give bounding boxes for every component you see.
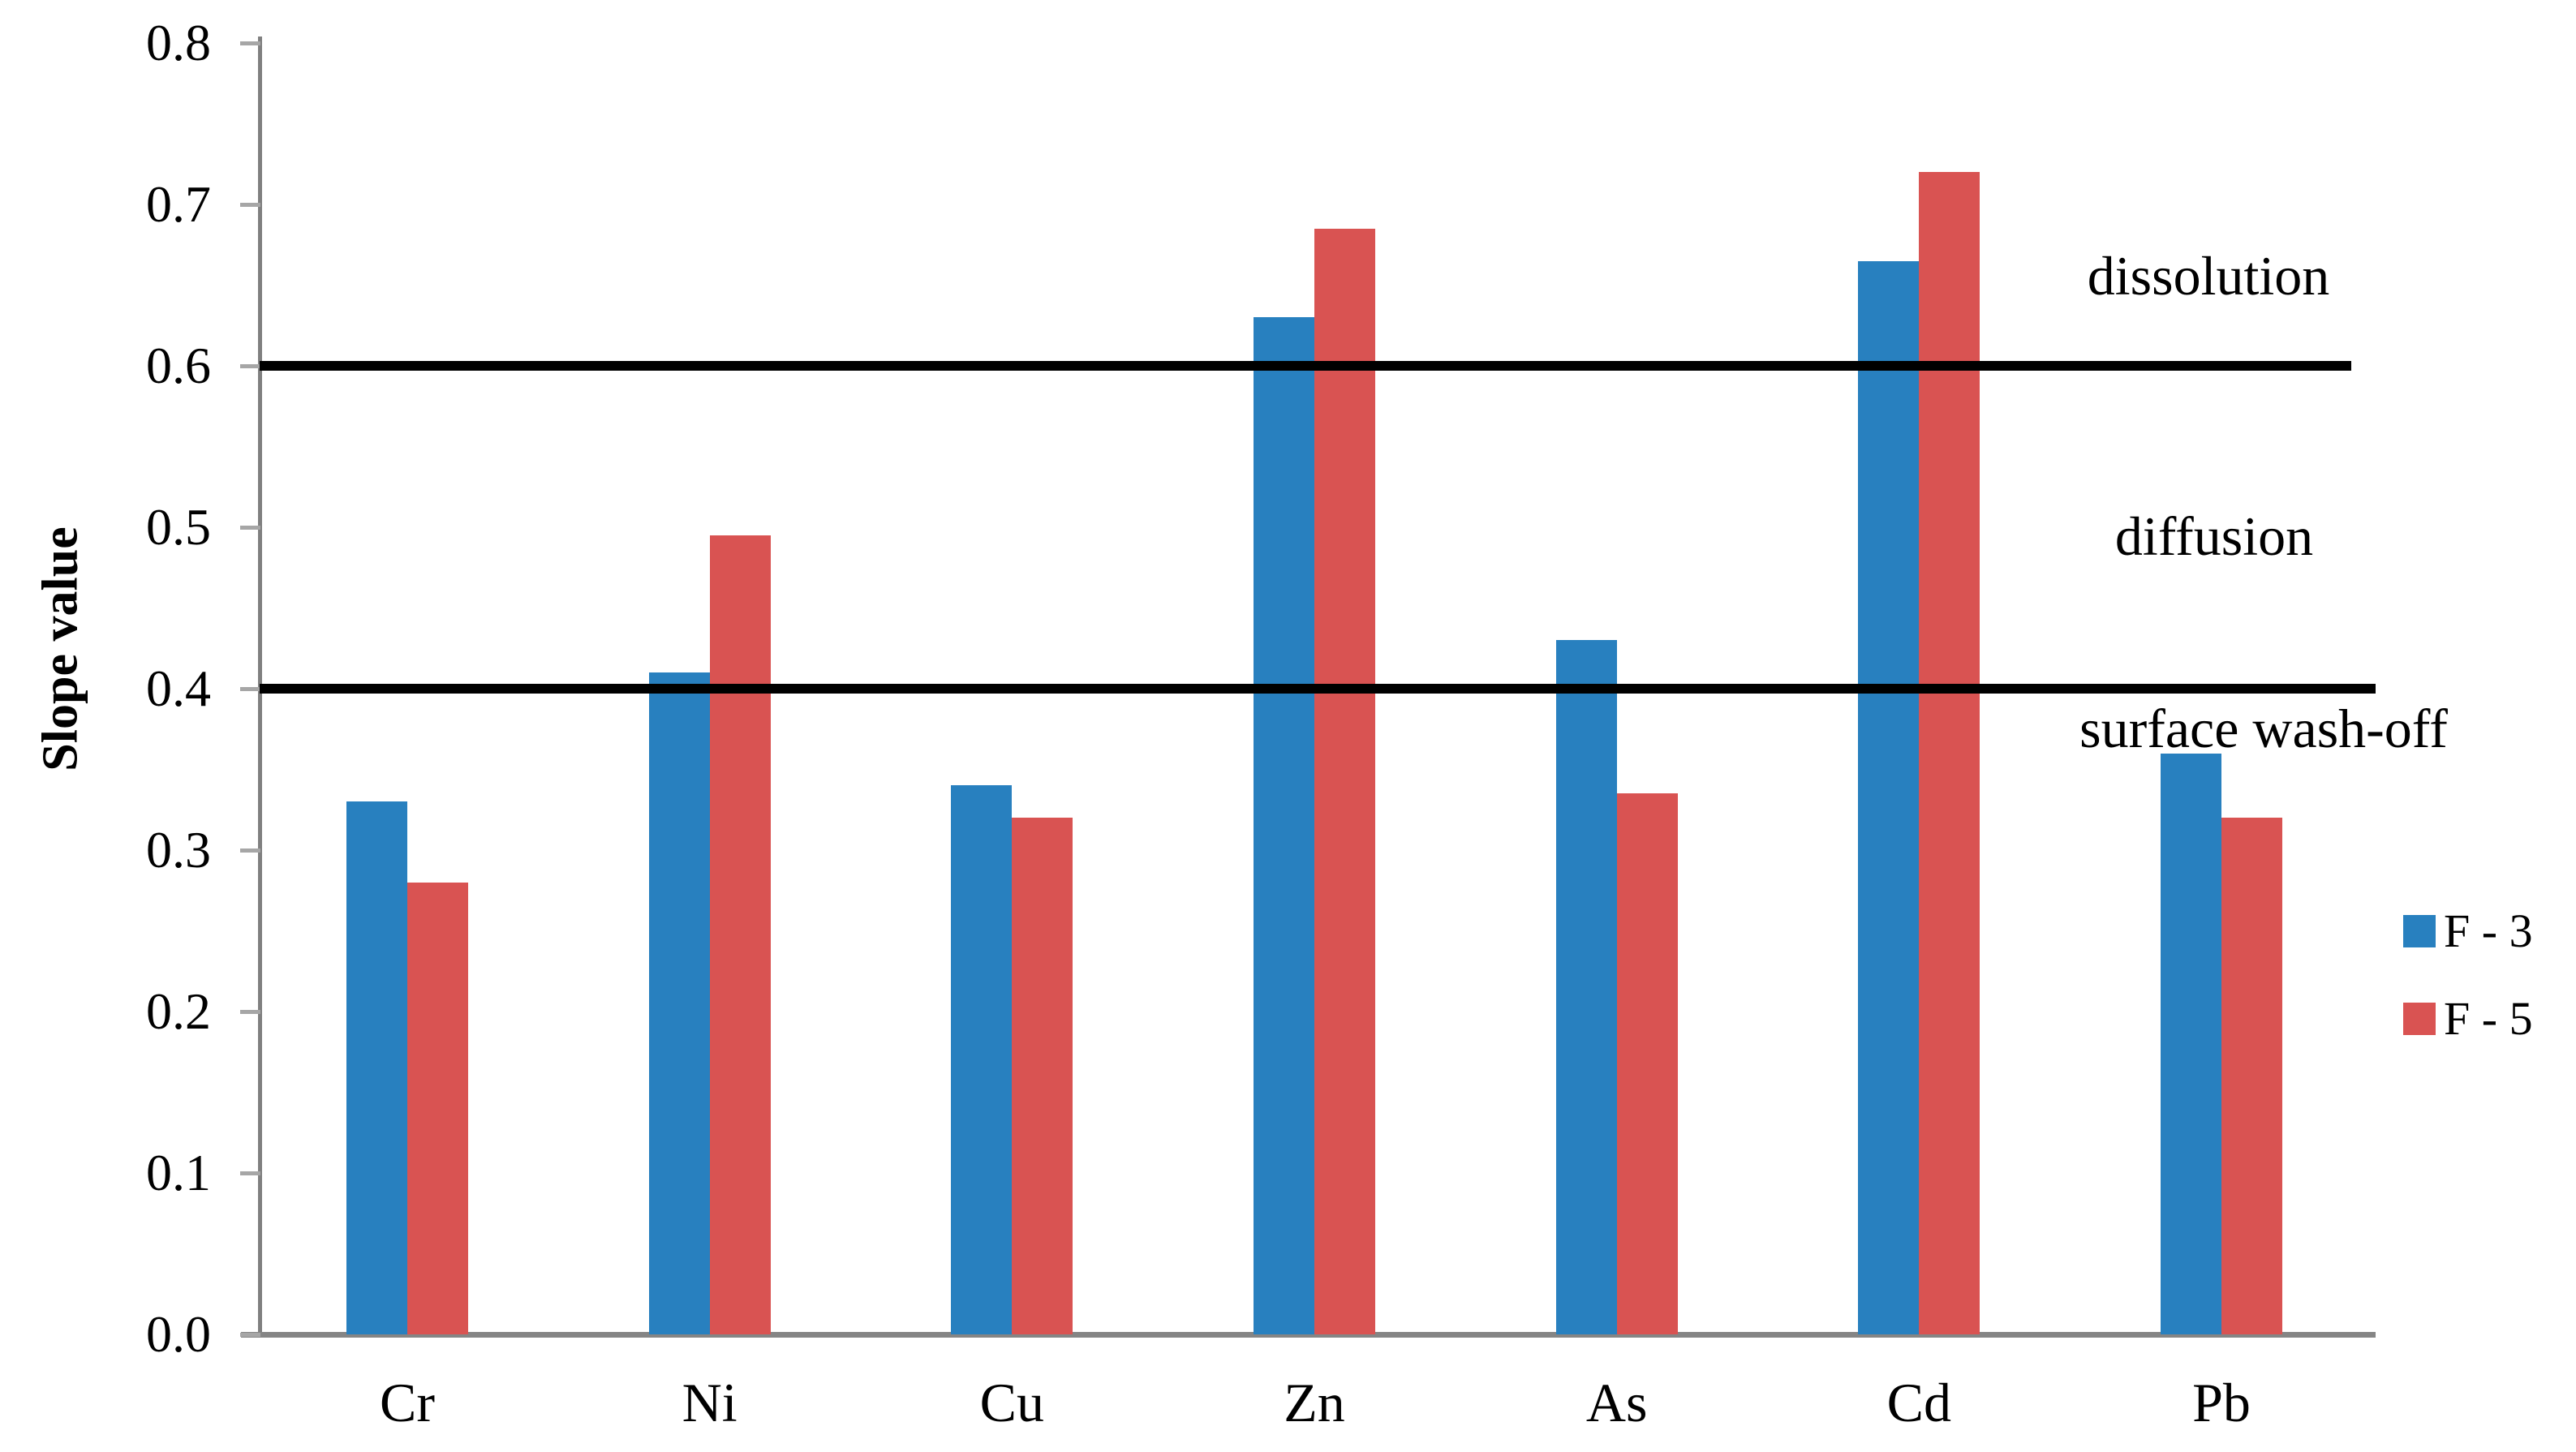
x-axis-line (241, 1332, 2376, 1338)
y-tick-label: 0.3 (146, 821, 211, 879)
x-tick-label-Pb: Pb (2192, 1372, 2251, 1433)
bar-F-5-Cd (1919, 172, 1980, 1334)
bar-F-3-Ni (648, 672, 710, 1334)
y-axis-tick (240, 1171, 260, 1175)
y-tick-label: 0.5 (146, 498, 211, 556)
x-tick-label-Cu: Cu (979, 1372, 1044, 1433)
bar-F-3-Cu (951, 785, 1013, 1334)
y-tick-label: 0.6 (146, 337, 211, 394)
bar-F-3-Zn (1254, 317, 1314, 1334)
bar-F-5-As (1616, 793, 1678, 1334)
bar-F-3-Cr (346, 801, 407, 1334)
bar-F-5-Pb (2221, 818, 2282, 1334)
y-tick-label: 0.1 (146, 1144, 211, 1201)
bar-F-5-Ni (709, 535, 771, 1334)
y-tick-label: 0.8 (146, 14, 211, 71)
y-axis-tick (240, 526, 260, 530)
y-axis-tick (240, 1333, 260, 1337)
reference-line-0.4 (260, 684, 2376, 694)
x-tick-label-Zn: Zn (1284, 1372, 1345, 1433)
legend-label-F-3: F - 3 (2444, 904, 2533, 957)
y-tick-label: 0.0 (146, 1305, 211, 1363)
x-tick-label-Cd: Cd (1886, 1372, 1951, 1433)
y-tick-label: 0.4 (146, 659, 211, 717)
x-tick-label-Cr: Cr (380, 1372, 435, 1433)
y-tick-label: 0.2 (146, 982, 211, 1040)
legend-label-F-5: F - 5 (2444, 992, 2533, 1045)
bar-F-3-Cd (1858, 260, 1920, 1334)
bar-F-3-Pb (2161, 753, 2221, 1334)
y-axis-tick (240, 364, 260, 368)
bar-F-5-Cr (407, 882, 468, 1334)
annotation-dissolution: dissolution (2087, 245, 2330, 307)
annotation-diffusion: diffusion (2114, 505, 2314, 567)
y-axis-tick (240, 41, 260, 45)
bar-F-3-As (1555, 640, 1617, 1334)
legend-swatch-F-5 (2403, 1003, 2436, 1035)
y-tick-label: 0.7 (146, 175, 211, 233)
annotation-surface-wash-off: surface wash-off (2079, 698, 2448, 759)
y-axis-tick (240, 203, 260, 207)
bar-F-5-Cu (1012, 818, 1073, 1334)
y-axis-tick (240, 687, 260, 691)
y-axis-tick (240, 848, 260, 853)
bar-F-5-Zn (1314, 228, 1375, 1334)
legend-swatch-F-3 (2403, 915, 2436, 947)
x-tick-label-Ni: Ni (682, 1372, 738, 1433)
x-tick-label-As: As (1585, 1372, 1648, 1433)
y-axis-tick (240, 1010, 260, 1014)
reference-line-0.6 (260, 361, 2351, 371)
